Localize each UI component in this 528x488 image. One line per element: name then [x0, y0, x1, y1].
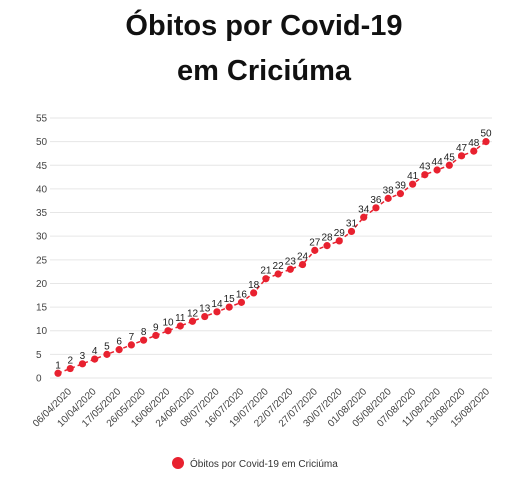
data-label: 3	[80, 351, 86, 362]
legend: Óbitos por Covid-19 em Criciúma	[172, 457, 338, 470]
x-axis-ticks: 06/04/202010/04/202017/05/202026/05/2020…	[31, 386, 492, 429]
y-tick-label-35: 35	[36, 208, 48, 219]
data-point	[396, 190, 404, 198]
data-point	[286, 265, 294, 273]
data-label: 13	[199, 304, 211, 315]
data-label: 34	[358, 204, 370, 215]
data-point	[421, 171, 429, 179]
data-point	[323, 242, 331, 250]
data-label: 12	[187, 308, 199, 319]
data-label: 41	[407, 171, 419, 182]
data-label: 45	[444, 152, 456, 163]
data-label: 21	[260, 266, 272, 277]
data-label: 15	[224, 294, 236, 305]
data-point	[103, 350, 111, 358]
data-point	[115, 346, 123, 354]
data-point	[445, 161, 453, 169]
data-label: 22	[273, 261, 285, 272]
chart-title: Óbitos por Covid-19 em Criciúma	[0, 4, 528, 94]
y-tick-label-15: 15	[36, 303, 48, 314]
data-label: 36	[370, 195, 382, 206]
data-label: 31	[346, 218, 358, 229]
data-point	[470, 147, 478, 155]
data-label: 50	[480, 129, 492, 140]
data-point	[250, 289, 258, 297]
data-point	[433, 166, 441, 174]
data-label: 29	[334, 228, 346, 239]
data-label: 43	[419, 162, 431, 173]
y-tick-label-30: 30	[36, 232, 48, 243]
data-label: 5	[104, 341, 110, 352]
data-point	[274, 270, 282, 278]
legend-marker	[172, 457, 184, 469]
data-label: 18	[248, 280, 260, 291]
data-point	[164, 327, 172, 335]
data-label: 44	[432, 157, 444, 168]
y-tick-label-45: 45	[36, 161, 48, 172]
data-point	[152, 331, 160, 340]
data-label: 28	[321, 233, 333, 244]
data-point	[335, 237, 343, 245]
data-label: 8	[141, 327, 147, 338]
chart-title-line-1: Óbitos por Covid-19	[125, 10, 403, 42]
data-point	[127, 341, 135, 349]
data-point	[91, 355, 99, 363]
y-tick-label-55: 55	[36, 114, 48, 125]
data-label: 1	[55, 360, 61, 371]
y-tick-label-20: 20	[36, 279, 48, 290]
legend-label: Óbitos por Covid-19 em Criciúma	[190, 457, 338, 470]
data-point	[237, 298, 246, 306]
data-label: 6	[116, 337, 122, 348]
data-point	[347, 227, 356, 236]
grid-lines	[50, 117, 492, 379]
data-point	[457, 152, 466, 160]
data-point	[176, 322, 184, 330]
data-label: 10	[162, 318, 174, 329]
data-label: 27	[309, 237, 321, 248]
data-label: 39	[395, 181, 407, 192]
y-tick-label-50: 50	[36, 137, 48, 148]
data-point	[66, 364, 74, 373]
data-label: 23	[285, 256, 297, 267]
y-tick-label-0: 0	[36, 374, 42, 385]
series-points	[54, 138, 490, 377]
chart-title-line-2: em Criciúma	[176, 55, 352, 87]
data-label: 38	[383, 185, 395, 196]
y-tick-label-5: 5	[36, 350, 42, 361]
y-axis-ticks: 0 5 10 15 20 25 30 35 40 45 50 55	[36, 114, 48, 385]
data-label: 16	[236, 289, 248, 300]
data-point	[54, 369, 62, 377]
y-tick-label-25: 25	[36, 255, 48, 266]
data-point	[262, 275, 270, 283]
data-point	[384, 194, 392, 202]
data-point	[201, 312, 209, 321]
data-label: 47	[456, 143, 468, 154]
data-point	[225, 303, 233, 311]
data-point	[372, 204, 380, 212]
data-point	[360, 213, 368, 221]
data-point	[78, 360, 87, 368]
data-label: 48	[468, 138, 480, 149]
data-label: 24	[297, 252, 309, 263]
data-point	[140, 336, 148, 344]
data-point	[298, 260, 307, 269]
data-label: 4	[92, 346, 98, 357]
data-label: 11	[175, 313, 186, 324]
data-point	[311, 246, 319, 254]
y-tick-label-10: 10	[36, 326, 48, 337]
data-point	[409, 180, 417, 188]
data-label: 2	[67, 356, 73, 367]
data-point	[213, 308, 221, 316]
data-label: 7	[129, 332, 135, 343]
data-point	[482, 138, 490, 146]
data-point	[188, 317, 197, 325]
y-tick-label-40: 40	[36, 184, 48, 195]
data-label: 9	[153, 322, 159, 333]
data-label: 14	[211, 299, 223, 310]
